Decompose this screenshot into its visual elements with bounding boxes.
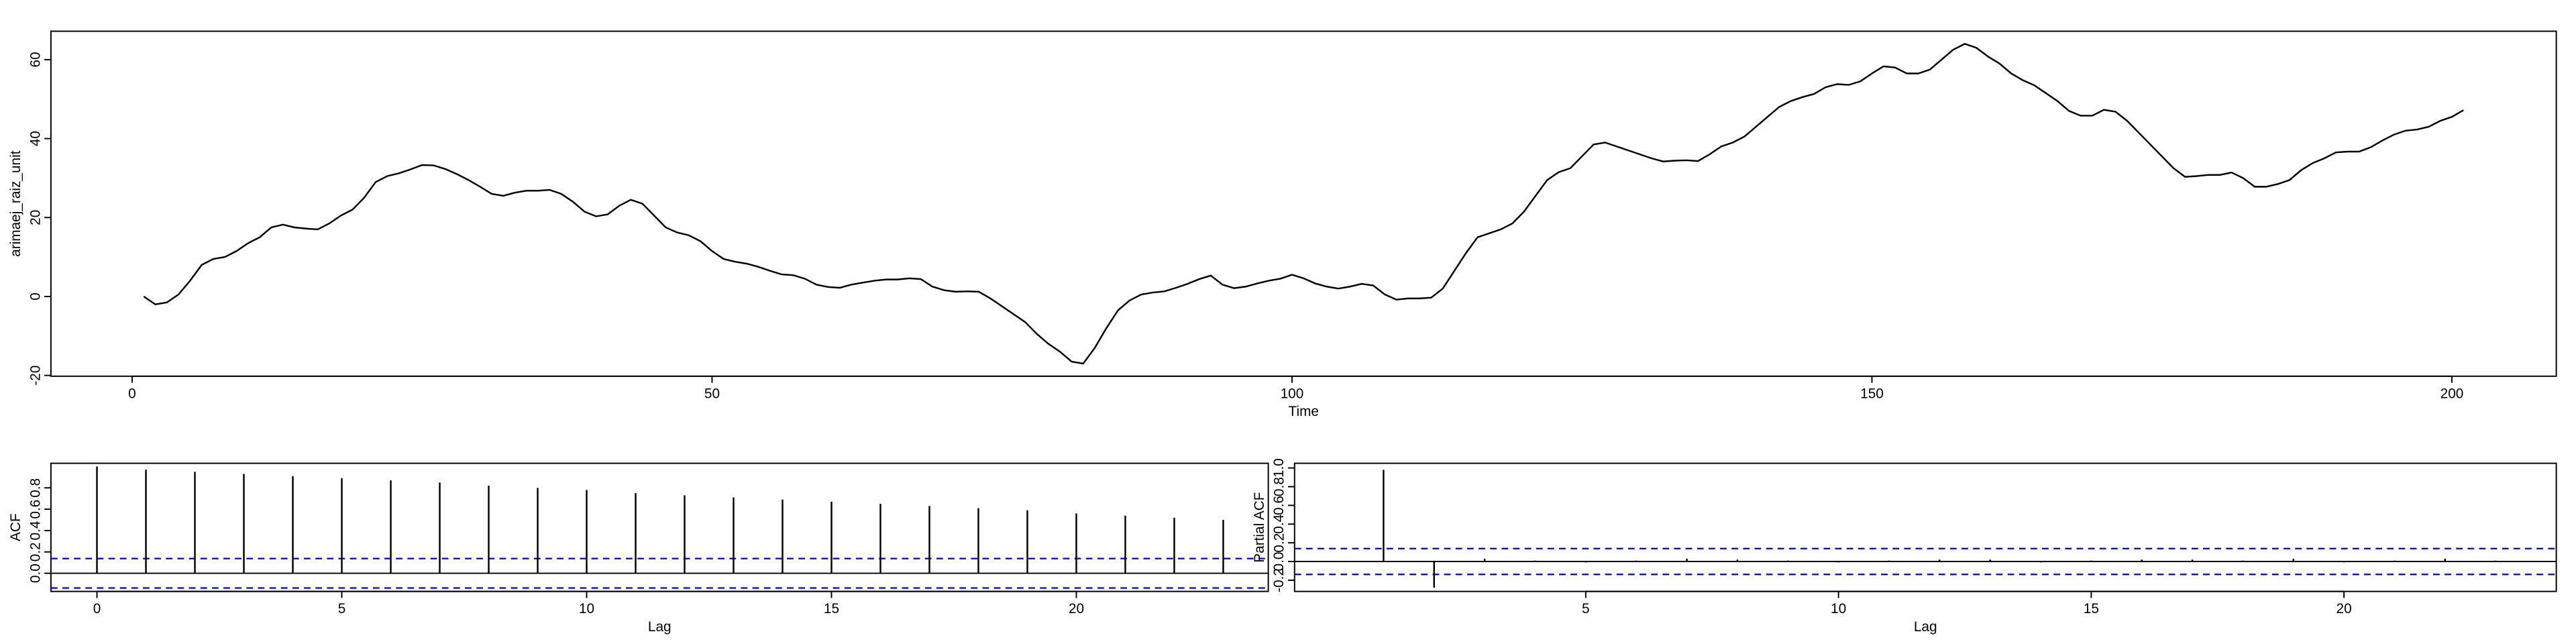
y-tick-label: 60 [28, 52, 43, 67]
y-tick-label: -0.2 [1271, 568, 1287, 592]
x-tick-label: 20 [2337, 601, 2352, 616]
x-tick-label: 50 [704, 386, 720, 401]
y-tick-label: 0.6 [28, 500, 43, 519]
y-axis-title: ACF [8, 513, 23, 541]
plot-frame [1293, 462, 2557, 592]
y-tick-label: 0.8 [28, 478, 43, 498]
y-tick-label: 0.4 [28, 521, 43, 540]
y-tick-label: 0.4 [1271, 515, 1287, 534]
x-tick-label: 5 [1582, 601, 1590, 616]
x-tick-label: 10 [579, 601, 594, 616]
y-tick-label: 0.8 [1271, 477, 1287, 496]
x-axis-title: Lag [1914, 619, 1937, 635]
x-tick-label: 5 [338, 601, 346, 616]
x-tick-label: 0 [128, 386, 136, 401]
y-axis-title: Partial ACF [1252, 492, 1267, 563]
x-tick-label: 100 [1281, 386, 1304, 401]
y-tick-label: 20 [28, 210, 43, 225]
y-tick-label: 0 [28, 292, 43, 301]
x-axis-title: Lag [648, 619, 672, 635]
x-tick-label: 150 [1860, 386, 1884, 401]
series-line [143, 43, 2464, 365]
y-tick-label: 0.0 [28, 564, 43, 583]
x-tick-label: 20 [1069, 601, 1084, 616]
y-tick-label: 0.2 [28, 542, 43, 561]
x-tick-label: 200 [2440, 386, 2464, 401]
plot-frame [50, 462, 1269, 592]
y-axis-title: arimaej_raiz_unit [8, 150, 23, 257]
x-tick-label: 10 [1831, 601, 1846, 616]
x-tick-label: 15 [824, 601, 839, 616]
y-tick-label: 1.0 [1271, 458, 1287, 478]
y-tick-label: 40 [28, 131, 43, 146]
x-tick-label: 0 [93, 601, 101, 616]
x-tick-label: 15 [2084, 601, 2099, 616]
y-tick-label: 0.2 [1271, 533, 1287, 553]
x-axis-title: Time [1289, 404, 1319, 419]
y-tick-label: 0.0 [1271, 552, 1287, 572]
plot-frame [50, 30, 2557, 377]
y-tick-label: -20 [28, 366, 43, 386]
y-tick-label: 0.6 [1271, 496, 1287, 515]
